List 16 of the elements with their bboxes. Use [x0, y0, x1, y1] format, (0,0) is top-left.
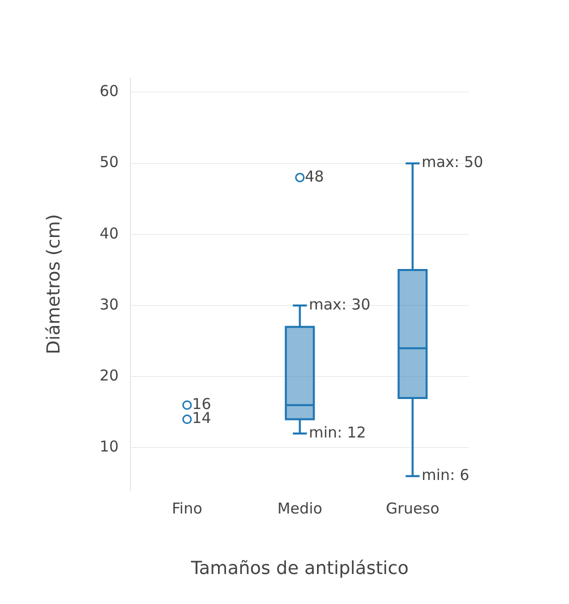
annotation: max: 50 — [422, 153, 484, 172]
y-tick-label: 30 — [100, 295, 119, 314]
annotation: min: 12 — [308, 423, 366, 442]
y-axis-title: Diámetros (cm) — [43, 214, 64, 354]
data-label: 48 — [304, 167, 324, 186]
y-tick-label: 50 — [100, 153, 119, 172]
y-tick-label: 10 — [100, 438, 119, 456]
x-axis-title: Tamaños de antiplástico — [190, 558, 409, 579]
y-tick-label: 40 — [100, 224, 119, 242]
x-tick-label: Medio — [277, 499, 322, 518]
x-tick-label: Grueso — [386, 499, 440, 518]
y-tick-label: 60 — [100, 82, 119, 100]
annotation: max: 30 — [308, 295, 370, 314]
annotation: min: 6 — [422, 466, 470, 484]
x-tick-label: Fino — [172, 499, 202, 518]
y-tick-label: 20 — [100, 366, 119, 385]
